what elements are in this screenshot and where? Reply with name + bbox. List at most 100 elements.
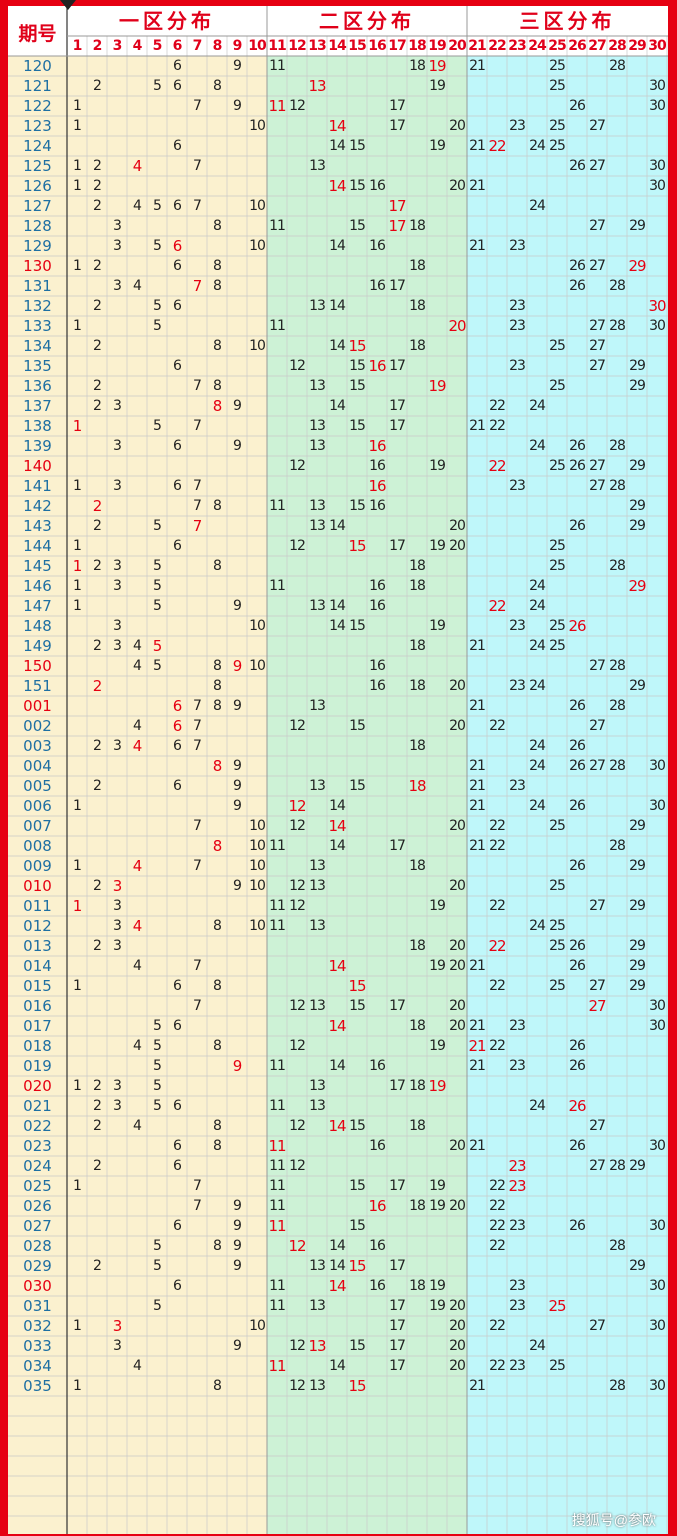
drawn-number: 14 (328, 117, 346, 135)
period-number: 010 (23, 877, 52, 895)
drawn-number: 1 (73, 1318, 82, 1334)
drawn-number: 8 (213, 498, 222, 514)
drawn-number: 26 (568, 1097, 586, 1115)
period-number: 034 (23, 1357, 52, 1375)
period-number: 127 (23, 197, 52, 215)
drawn-number: 1 (73, 158, 82, 174)
drawn-number: 23 (509, 618, 526, 634)
column-number: 26 (568, 38, 586, 54)
drawn-number: 3 (113, 438, 122, 454)
column-number: 5 (152, 38, 163, 54)
drawn-number: 9 (233, 58, 242, 74)
drawn-number: 2 (92, 497, 103, 515)
drawn-number: 11 (269, 1298, 286, 1314)
drawn-number: 23 (509, 678, 526, 694)
drawn-number: 23 (509, 478, 526, 494)
period-number: 126 (23, 177, 52, 195)
drawn-number: 6 (172, 237, 183, 255)
drawn-number: 1 (72, 897, 83, 915)
drawn-number: 21 (468, 1037, 486, 1055)
drawn-number: 5 (153, 1058, 162, 1074)
drawn-number: 7 (193, 738, 202, 754)
drawn-number: 18 (409, 298, 426, 314)
period-number: 011 (23, 897, 52, 915)
drawn-number: 30 (649, 1218, 666, 1234)
drawn-number: 20 (449, 938, 466, 954)
drawn-number: 11 (269, 498, 286, 514)
drawn-number: 29 (629, 378, 646, 394)
drawn-number: 25 (549, 978, 566, 994)
drawn-number: 2 (92, 677, 103, 695)
column-number: 30 (648, 38, 666, 54)
drawn-number: 26 (569, 438, 586, 454)
drawn-number: 27 (589, 978, 606, 994)
drawn-number: 22 (489, 1198, 506, 1214)
drawn-number: 28 (609, 698, 626, 714)
drawn-number: 12 (289, 1338, 306, 1354)
column-number: 20 (448, 38, 466, 54)
drawn-number: 8 (213, 978, 222, 994)
period-number: 006 (23, 797, 52, 815)
period-number: 035 (23, 1377, 52, 1395)
drawn-number: 14 (328, 1277, 346, 1295)
drawn-number: 8 (213, 678, 222, 694)
drawn-number: 20 (449, 538, 466, 554)
drawn-number: 25 (549, 538, 566, 554)
drawn-number: 4 (133, 658, 142, 674)
drawn-number: 11 (269, 1198, 286, 1214)
drawn-number: 6 (173, 358, 182, 374)
drawn-number: 14 (329, 238, 346, 254)
drawn-number: 2 (93, 1098, 102, 1114)
period-number: 009 (23, 857, 52, 875)
drawn-number: 23 (509, 1358, 526, 1374)
drawn-number: 22 (489, 718, 506, 734)
drawn-number: 2 (93, 78, 102, 94)
drawn-number: 29 (629, 358, 646, 374)
period-number: 030 (23, 1277, 52, 1295)
drawn-number: 11 (269, 318, 286, 334)
drawn-number: 23 (509, 318, 526, 334)
period-number: 139 (23, 437, 52, 455)
drawn-number: 5 (153, 1038, 162, 1054)
drawn-number: 15 (349, 1218, 366, 1234)
drawn-number: 19 (429, 1198, 446, 1214)
drawn-number: 1 (73, 858, 82, 874)
drawn-number: 19 (428, 1077, 446, 1095)
drawn-number: 9 (233, 1258, 242, 1274)
drawn-number: 6 (173, 1218, 182, 1234)
drawn-number: 5 (153, 598, 162, 614)
drawn-number: 11 (269, 58, 286, 74)
drawn-number: 2 (93, 738, 102, 754)
drawn-number: 16 (369, 678, 386, 694)
drawn-number: 28 (609, 758, 626, 774)
drawn-number: 8 (213, 918, 222, 934)
drawn-number: 11 (269, 1158, 286, 1174)
drawn-number: 14 (329, 338, 346, 354)
drawn-number: 18 (409, 558, 426, 574)
drawn-number: 3 (113, 558, 122, 574)
column-number: 9 (232, 38, 243, 54)
drawn-number: 29 (629, 518, 646, 534)
drawn-number: 23 (509, 298, 526, 314)
drawn-number: 13 (309, 1078, 326, 1094)
drawn-number: 20 (449, 1338, 466, 1354)
drawn-number: 12 (289, 458, 306, 474)
drawn-number: 18 (409, 1118, 426, 1134)
drawn-number: 16 (368, 437, 386, 455)
column-number: 12 (288, 38, 306, 54)
drawn-number: 16 (369, 658, 386, 674)
drawn-number: 27 (588, 997, 606, 1015)
drawn-number: 15 (349, 618, 366, 634)
drawn-number: 5 (153, 1298, 162, 1314)
drawn-number: 25 (549, 458, 566, 474)
drawn-number: 29 (629, 938, 646, 954)
drawn-number: 2 (93, 518, 102, 534)
drawn-number: 19 (429, 1278, 446, 1294)
drawn-number: 12 (289, 1038, 306, 1054)
drawn-number: 24 (529, 918, 546, 934)
period-number: 134 (23, 337, 52, 355)
distribution-table: 期号 一区分布 二区分布 三区分布 1 2 3 4 5 6 7 8 9 10 11 12 13 14 15 1… (8, 6, 668, 1534)
drawn-number: 26 (569, 738, 586, 754)
drawn-number: 11 (269, 578, 286, 594)
drawn-number: 30 (649, 998, 666, 1014)
